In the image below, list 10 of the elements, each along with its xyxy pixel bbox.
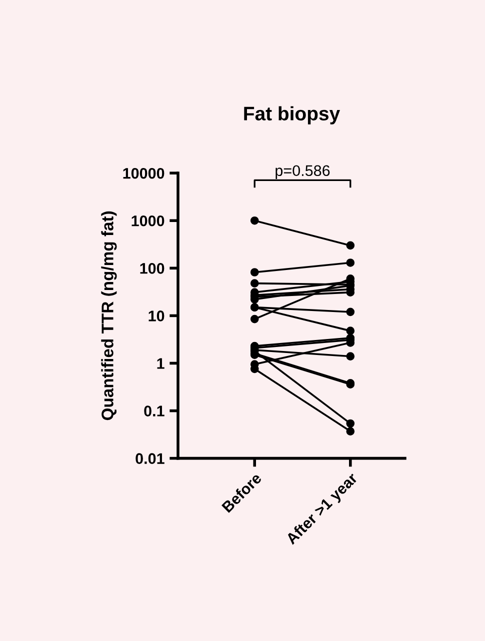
y-tick-label: 10000 bbox=[123, 168, 164, 179]
y-axis-title: Quantified TTR (ng/mg fat) bbox=[101, 211, 117, 420]
y-tick-label: 0.1 bbox=[144, 406, 164, 416]
y-tick-label: 0.01 bbox=[136, 453, 164, 464]
chart-title: Fat biopsy bbox=[244, 106, 340, 124]
y-tick-label: 10 bbox=[148, 310, 164, 322]
annotation: p=0.586 bbox=[276, 165, 330, 180]
y-tick-label: 1 bbox=[157, 358, 164, 369]
y-tick-label: 1000 bbox=[132, 215, 164, 226]
y-tick-label: 100 bbox=[140, 263, 164, 274]
